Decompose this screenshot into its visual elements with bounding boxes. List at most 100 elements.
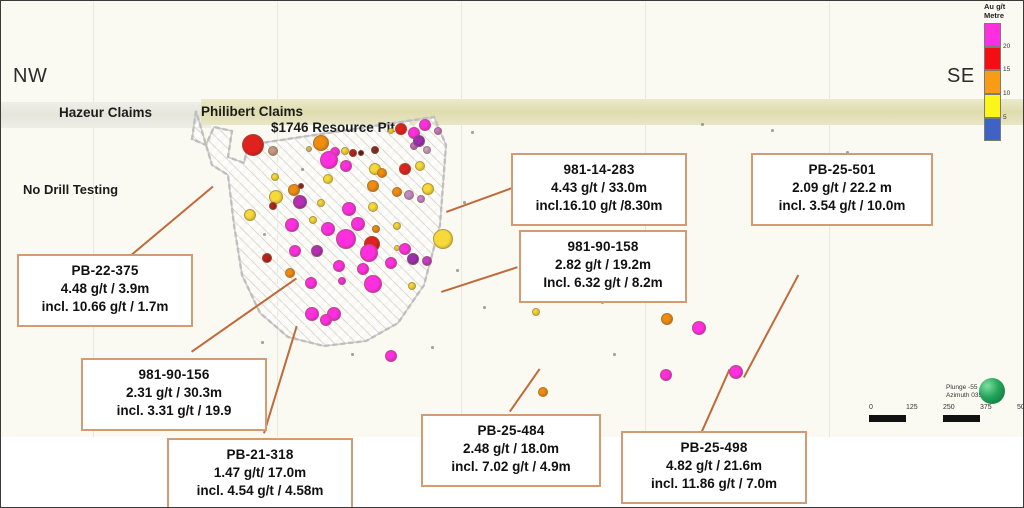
- drill-intercept-point: [351, 217, 365, 231]
- scale-tick-label: 125: [906, 404, 918, 411]
- drill-intercept-point: [242, 134, 264, 156]
- drill-intercept-point: [399, 163, 411, 175]
- drill-intercept-point: [288, 184, 300, 196]
- legend-title-line2: Metre: [984, 10, 1005, 20]
- callout-grade-line: 2.31 g/t / 30.3m: [125, 385, 223, 401]
- drill-intercept-point: [364, 275, 382, 293]
- scale-tick-label: 375: [980, 404, 992, 411]
- drill-intercept-point: [268, 146, 278, 156]
- colorbar-segment: [984, 46, 1001, 71]
- drill-intercept-point: [407, 253, 419, 265]
- callout-grade-line: 4.43 g/t / 33.0m: [550, 180, 648, 196]
- callout-pb-21-318[interactable]: PB-21-318 1.47 g/t/ 17.0m incl. 4.54 g/t…: [167, 438, 353, 507]
- drill-intercept-point: [333, 260, 345, 272]
- drill-intercept-point: [289, 245, 301, 257]
- callout-pb-25-484[interactable]: PB-25-484 2.48 g/t / 18.0m incl. 7.02 g/…: [421, 414, 601, 487]
- azimuth-value: Azimuth 035: [946, 392, 983, 400]
- callout-hole-id: PB-25-498: [680, 440, 748, 455]
- drill-intercept-point: [305, 307, 319, 321]
- drill-intercept-point: [349, 149, 357, 157]
- colorbar-segment: [984, 94, 1001, 118]
- drill-intercept-point: [692, 321, 706, 335]
- colorbar: 20 15 10 5: [984, 23, 1010, 142]
- drill-intercept-point: [340, 160, 352, 172]
- drill-intercept-point: [311, 245, 323, 257]
- drill-intercept-point: [423, 146, 431, 154]
- colorbar-tick-label: 10: [1003, 90, 1011, 98]
- scale-tick-label: 250: [943, 404, 955, 411]
- pit-label: $1746 Resource Pit: [271, 120, 395, 135]
- drill-intercept-point: [532, 308, 540, 316]
- claim-label-hazeur: Hazeur Claims: [59, 105, 153, 120]
- callout-hole-id: PB-21-318: [226, 447, 294, 462]
- colorbar-tick-label: 15: [1003, 66, 1011, 74]
- callout-hole-id: PB-22-375: [71, 263, 139, 278]
- drill-intercept-point: [320, 151, 338, 169]
- callout-981-90-156[interactable]: 981-90-156 2.31 g/t / 30.3m incl. 3.31 g…: [81, 358, 267, 431]
- drill-trace-speck: [701, 123, 704, 126]
- drill-intercept-point: [538, 387, 548, 397]
- colorbar-tick-label: 20: [1003, 42, 1011, 50]
- callout-hole-id: PB-25-484: [477, 423, 545, 438]
- callout-grade-line: 2.48 g/t / 18.0m: [462, 441, 560, 457]
- callout-981-14-283[interactable]: 981-14-283 4.43 g/t / 33.0m incl.16.10 g…: [511, 153, 687, 226]
- scale-tick-label: 500: [1017, 404, 1023, 411]
- drill-intercept-point: [434, 127, 442, 135]
- drill-intercept-point: [408, 282, 416, 290]
- drill-trace-speck: [463, 201, 466, 204]
- drill-intercept-point: [360, 244, 378, 262]
- drill-intercept-point: [357, 263, 369, 275]
- drill-trace-speck: [483, 306, 486, 309]
- callout-pb-25-501[interactable]: PB-25-501 2.09 g/t / 22.2 m incl. 3.54 g…: [751, 153, 933, 226]
- callout-incl-line: incl. 4.54 g/t / 4.58m: [196, 483, 324, 499]
- scale-tick-label: 0: [869, 404, 873, 411]
- callout-pb-25-498[interactable]: PB-25-498 4.82 g/t / 21.6m incl. 11.86 g…: [621, 431, 807, 504]
- drill-intercept-point: [309, 216, 317, 224]
- callout-hole-id: 981-90-158: [567, 239, 639, 254]
- drill-intercept-point: [341, 147, 349, 155]
- drill-intercept-point: [661, 313, 673, 325]
- drill-intercept-point: [415, 161, 425, 171]
- drill-trace-speck: [846, 151, 849, 154]
- direction-label-nw: NW: [13, 65, 48, 87]
- callout-pb-22-375[interactable]: PB-22-375 4.48 g/t / 3.9m incl. 10.66 g/…: [17, 254, 193, 327]
- drill-trace-speck: [456, 269, 459, 272]
- no-drill-testing-note: No Drill Testing: [23, 182, 119, 197]
- surface-band-philibert: [201, 99, 1023, 125]
- drill-intercept-point: [371, 146, 379, 154]
- view-orientation-text: Plunge -55 Azimuth 035: [946, 384, 982, 401]
- drill-intercept-point: [417, 195, 425, 203]
- grid-line: [93, 1, 94, 437]
- drill-intercept-point: [404, 190, 414, 200]
- grid-line: [461, 1, 462, 437]
- drill-intercept-point: [433, 229, 453, 249]
- drill-intercept-point: [317, 199, 325, 207]
- drill-intercept-point: [269, 202, 277, 210]
- drill-trace-speck: [301, 168, 304, 171]
- drill-intercept-point: [244, 209, 256, 221]
- drill-intercept-point: [338, 277, 346, 285]
- drill-intercept-point: [320, 314, 332, 326]
- drill-intercept-point: [358, 150, 364, 156]
- drill-intercept-point: [392, 187, 402, 197]
- drill-intercept-point: [285, 268, 295, 278]
- drill-trace-speck: [431, 346, 434, 349]
- drill-intercept-point: [385, 350, 397, 362]
- drill-intercept-point: [422, 183, 434, 195]
- callout-incl-line: incl. 3.54 g/t / 10.0m: [778, 198, 906, 214]
- callout-incl-line: Incl. 6.32 g/t / 8.2m: [543, 275, 663, 291]
- callout-incl-line: incl.16.10 g/t /8.30m: [535, 198, 663, 214]
- drill-intercept-point: [422, 256, 432, 266]
- claim-label-philibert: Philibert Claims: [201, 104, 304, 119]
- callout-981-90-158[interactable]: 981-90-158 2.82 g/t / 19.2m Incl. 6.32 g…: [519, 230, 687, 303]
- drill-trace-speck: [771, 129, 774, 132]
- orientation-sphere-icon: [979, 378, 1005, 404]
- callout-grade-line: 1.47 g/t/ 17.0m: [213, 465, 307, 481]
- callout-grade-line: 4.82 g/t / 21.6m: [665, 458, 763, 474]
- direction-label-se: SE: [947, 65, 975, 87]
- drill-intercept-point: [306, 146, 312, 152]
- drill-trace-speck: [613, 353, 616, 356]
- drill-intercept-point: [419, 119, 431, 131]
- drill-intercept-point: [298, 183, 304, 189]
